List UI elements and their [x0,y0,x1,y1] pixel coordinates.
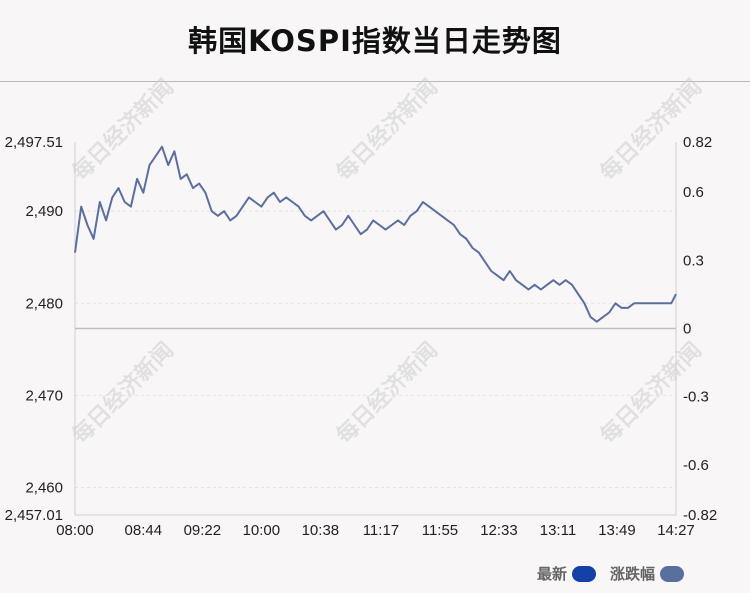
x-tick-10: 14:27 [657,522,695,539]
y-left-tick-0: 2,497.51 [5,134,63,151]
watermark-0: 每日经济新闻 [67,74,179,186]
legend-label-change: 涨跌幅 [609,565,655,583]
y-right-tick-2: 0.3 [683,252,704,269]
grid-lines [75,210,676,488]
watermark-4: 每日经济新闻 [331,337,443,449]
y-right-tick-3: 0 [683,321,691,338]
x-tick-2: 09:22 [184,522,222,539]
legend-item-latest[interactable]: 最新 [537,563,596,584]
y-left-tick-2: 2,480 [25,295,63,312]
chart-title: 韩国KOSPI指数当日走势图 [188,24,562,58]
y-left-tick-5: 2,457.01 [5,507,63,524]
watermark-2: 每日经济新闻 [595,74,707,186]
x-tick-6: 11:55 [422,522,458,539]
x-tick-8: 13:11 [540,522,576,539]
y-right-tick-5: -0.6 [683,457,709,474]
x-tick-7: 12:33 [480,522,518,539]
watermark-1: 每日经济新闻 [331,74,443,186]
y-left-tick-4: 2,460 [25,479,63,496]
x-tick-0: 08:00 [56,522,94,539]
y-right-tick-1: 0.6 [683,184,704,201]
x-tick-1: 08:44 [125,522,163,539]
y-left-tick-3: 2,470 [25,387,63,404]
title-divider [0,81,750,82]
series-line-0 [74,145,677,323]
y-left-tick-labels: 2,497.51 2,490 2,480 2,470 2,460 2,457.01 [5,134,63,524]
y-right-tick-0: 0.82 [683,134,712,151]
legend-label-latest: 最新 [536,565,567,583]
series-layer [74,145,677,323]
legend-swatch-latest [571,565,596,582]
watermark-3: 每日经济新闻 [67,337,179,449]
legend-item-change[interactable]: 涨跌幅 [610,563,684,584]
x-tick-5: 11:17 [363,522,399,539]
y-left-tick-1: 2,490 [25,203,63,220]
x-tick-3: 10:00 [243,522,281,539]
x-tick-labels: 08:00 08:44 09:22 10:00 10:38 11:17 11:55 12:33… [56,522,695,539]
y-right-tick-labels: 0.82 0.6 0.3 0 -0.3 -0.6 -0.82 [683,134,717,524]
y-right-tick-6: -0.82 [683,507,717,524]
x-tick-4: 10:38 [302,522,340,539]
legend: 最新 涨跌幅 [523,563,684,584]
axes [74,142,677,516]
x-tick-9: 13:49 [598,522,636,539]
y-right-tick-4: -0.3 [683,389,709,406]
legend-swatch-change [660,565,684,582]
